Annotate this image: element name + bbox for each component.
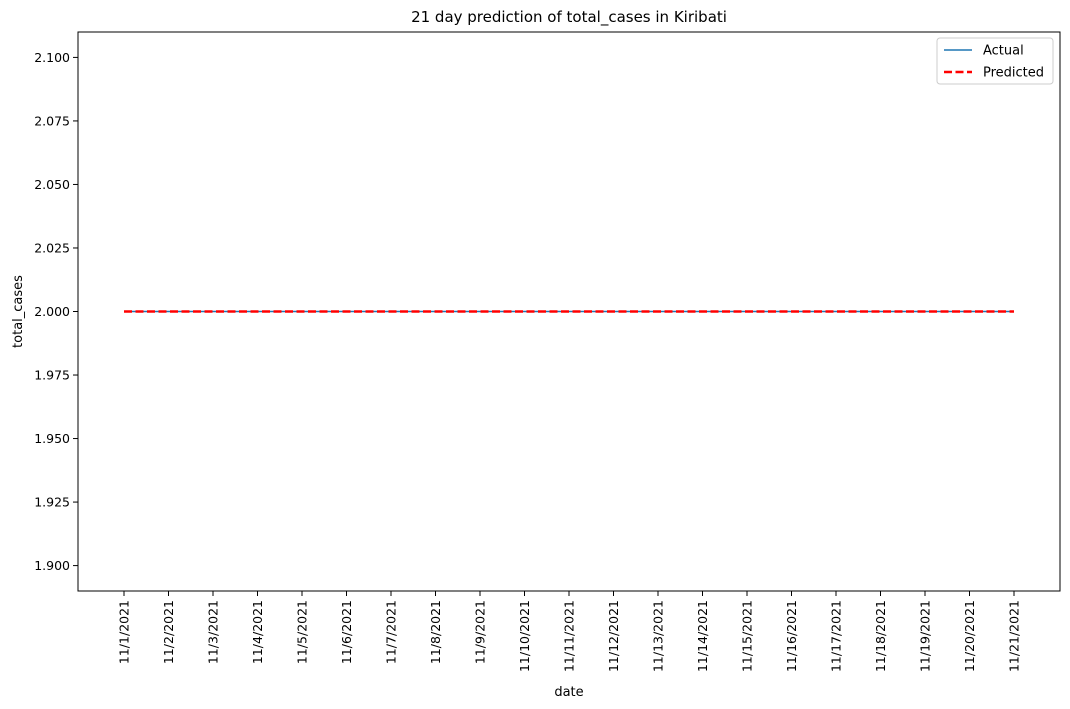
x-tick-label: 11/2/2021 xyxy=(161,600,176,664)
x-tick-label: 11/12/2021 xyxy=(606,600,621,672)
x-axis-title: date xyxy=(554,685,583,700)
x-tick-label: 11/9/2021 xyxy=(473,600,488,664)
x-axis-ticks: 11/1/2021 11/2/2021 11/3/2021 11/4/2021 11/5… xyxy=(117,591,1022,672)
y-axis-title: total_cases xyxy=(11,275,26,348)
x-tick-label: 11/4/2021 xyxy=(250,600,265,664)
x-tick-label: 11/1/2021 xyxy=(117,600,132,664)
x-tick-label: 11/5/2021 xyxy=(295,600,310,664)
x-tick-label: 11/17/2021 xyxy=(829,600,844,672)
x-tick-label: 11/6/2021 xyxy=(339,600,354,664)
x-tick-label: 11/11/2021 xyxy=(562,600,577,672)
y-tick-label: 1.950 xyxy=(34,431,70,446)
x-tick-label: 11/8/2021 xyxy=(428,600,443,664)
x-tick-label: 11/13/2021 xyxy=(651,600,666,672)
x-tick-label: 11/18/2021 xyxy=(873,600,888,672)
y-tick-label: 2.025 xyxy=(34,240,70,255)
x-tick-label: 11/10/2021 xyxy=(517,600,532,672)
x-tick-label: 11/3/2021 xyxy=(206,600,221,664)
x-tick-label: 11/15/2021 xyxy=(740,600,755,672)
y-tick-label: 1.975 xyxy=(34,368,70,383)
y-tick-label: 2.075 xyxy=(34,113,70,128)
x-tick-label: 11/14/2021 xyxy=(695,600,710,672)
y-tick-label: 2.000 xyxy=(34,304,70,319)
x-tick-label: 11/16/2021 xyxy=(784,600,799,672)
legend-label-predicted: Predicted xyxy=(983,66,1044,81)
y-axis-ticks: 1.900 1.925 1.950 1.975 2.000 2.025 2.050 2.075… xyxy=(34,50,78,573)
x-tick-label: 11/21/2021 xyxy=(1007,600,1022,672)
y-tick-label: 2.100 xyxy=(34,50,70,65)
legend: Actual Predicted xyxy=(936,37,1054,85)
chart-title: 21 day prediction of total_cases in Kiri… xyxy=(411,8,727,27)
x-tick-label: 11/20/2021 xyxy=(962,600,977,672)
y-tick-label: 1.900 xyxy=(34,558,70,573)
y-tick-label: 2.050 xyxy=(34,177,70,192)
legend-label-actual: Actual xyxy=(983,44,1024,59)
y-tick-label: 1.925 xyxy=(34,495,70,510)
x-tick-label: 11/19/2021 xyxy=(918,600,933,672)
x-tick-label: 11/7/2021 xyxy=(384,600,399,664)
